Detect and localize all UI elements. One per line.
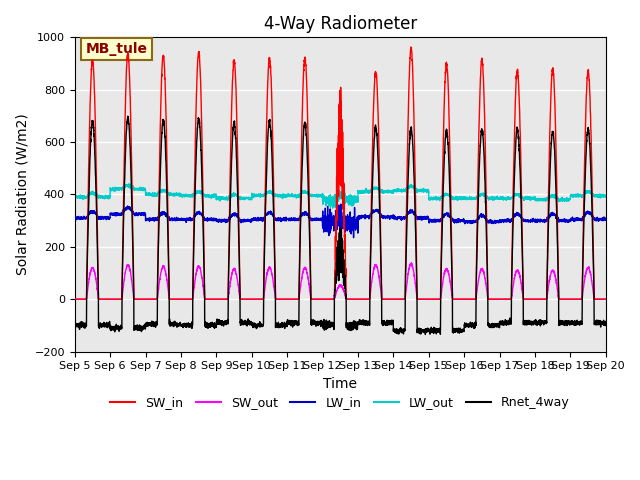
Text: MB_tule: MB_tule bbox=[85, 42, 147, 56]
Legend: SW_in, SW_out, LW_in, LW_out, Rnet_4way: SW_in, SW_out, LW_in, LW_out, Rnet_4way bbox=[106, 391, 575, 414]
Title: 4-Way Radiometer: 4-Way Radiometer bbox=[264, 15, 417, 33]
Y-axis label: Solar Radiation (W/m2): Solar Radiation (W/m2) bbox=[15, 114, 29, 276]
X-axis label: Time: Time bbox=[323, 377, 357, 391]
